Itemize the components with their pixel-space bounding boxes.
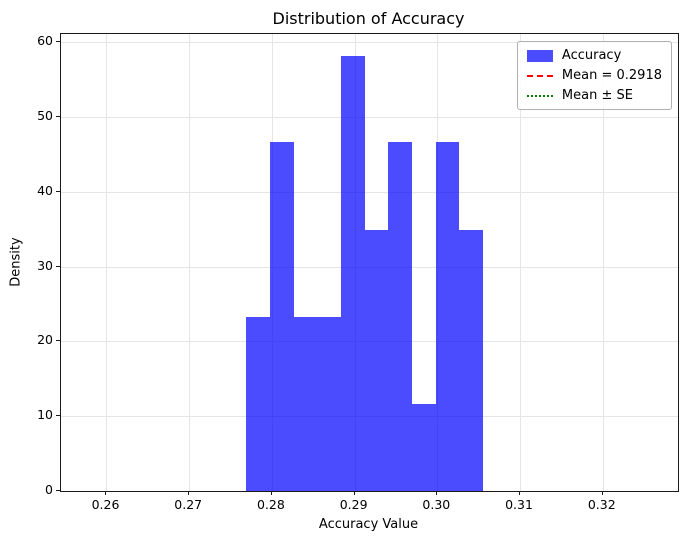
x-axis-label: Accuracy Value <box>318 517 419 532</box>
x-gridline <box>189 34 191 491</box>
legend-item-label: Accuracy <box>561 48 622 63</box>
y-tick-mark <box>56 265 60 267</box>
mean-line <box>369 34 371 491</box>
x-tick-label: 0.28 <box>256 497 285 512</box>
legend-item: Accuracy <box>526 48 662 63</box>
histogram-bar <box>340 55 365 491</box>
legend-item-label: Mean = 0.2918 <box>561 68 662 83</box>
y-tick-label: 30 <box>37 257 53 273</box>
x-tick-label: 0.29 <box>339 497 368 512</box>
x-gridline <box>106 34 108 491</box>
x-tick-label: 0.26 <box>91 497 120 512</box>
x-tick-mark <box>353 491 355 495</box>
x-tick-label: 0.31 <box>505 497 533 512</box>
legend-item-label: Mean ± SE <box>561 88 633 103</box>
x-tick-mark <box>105 491 107 495</box>
x-tick-label: 0.27 <box>174 497 203 512</box>
y-tick-mark <box>56 190 60 192</box>
x-tick-mark <box>436 491 438 495</box>
y-tick-mark <box>56 116 60 118</box>
x-tick-mark <box>519 491 521 495</box>
chart-title: Distribution of Accuracy <box>272 9 465 28</box>
histogram-bar <box>459 229 483 491</box>
plot-area: Accuracy Mean = 0.2918 Mean ± SE <box>60 33 679 492</box>
y-gridline <box>61 191 678 193</box>
y-tick-label: 20 <box>37 332 53 348</box>
legend-item: Mean ± SE <box>526 88 662 103</box>
histogram-bar <box>364 229 389 491</box>
legend-item: Mean = 0.2918 <box>526 68 662 83</box>
y-tick-mark <box>56 340 60 342</box>
histogram-bar <box>435 142 460 491</box>
y-gridline <box>61 42 678 44</box>
x-tick-label: 0.30 <box>422 497 451 512</box>
x-tick-mark <box>601 491 603 495</box>
x-tick-mark <box>188 491 190 495</box>
legend: Accuracy Mean = 0.2918 Mean ± SE <box>516 41 672 110</box>
y-gridline <box>61 117 678 119</box>
x-gridline <box>520 34 522 491</box>
patch-sample <box>526 49 553 62</box>
histogram-bar <box>269 142 294 491</box>
y-tick-label: 40 <box>37 182 53 198</box>
histogram-bar <box>293 316 318 491</box>
histogram-bar <box>388 142 412 491</box>
mean-minus-se-line <box>87 34 89 491</box>
y-tick-mark <box>56 41 60 43</box>
histogram-bar <box>412 404 436 491</box>
y-tick-label: 50 <box>37 108 53 124</box>
y-tick-label: 0 <box>45 482 53 497</box>
x-gridline <box>602 34 604 491</box>
y-tick-mark <box>56 415 60 417</box>
y-tick-label: 10 <box>37 407 53 423</box>
dashed-line-sample <box>526 74 553 77</box>
y-tick-mark <box>56 490 60 491</box>
y-tick-label: 60 <box>37 33 53 49</box>
x-tick-mark <box>270 491 272 495</box>
histogram-bar <box>317 316 341 491</box>
dotted-line-sample <box>526 94 553 97</box>
x-tick-label: 0.32 <box>587 497 616 512</box>
histogram-bar <box>246 316 270 491</box>
